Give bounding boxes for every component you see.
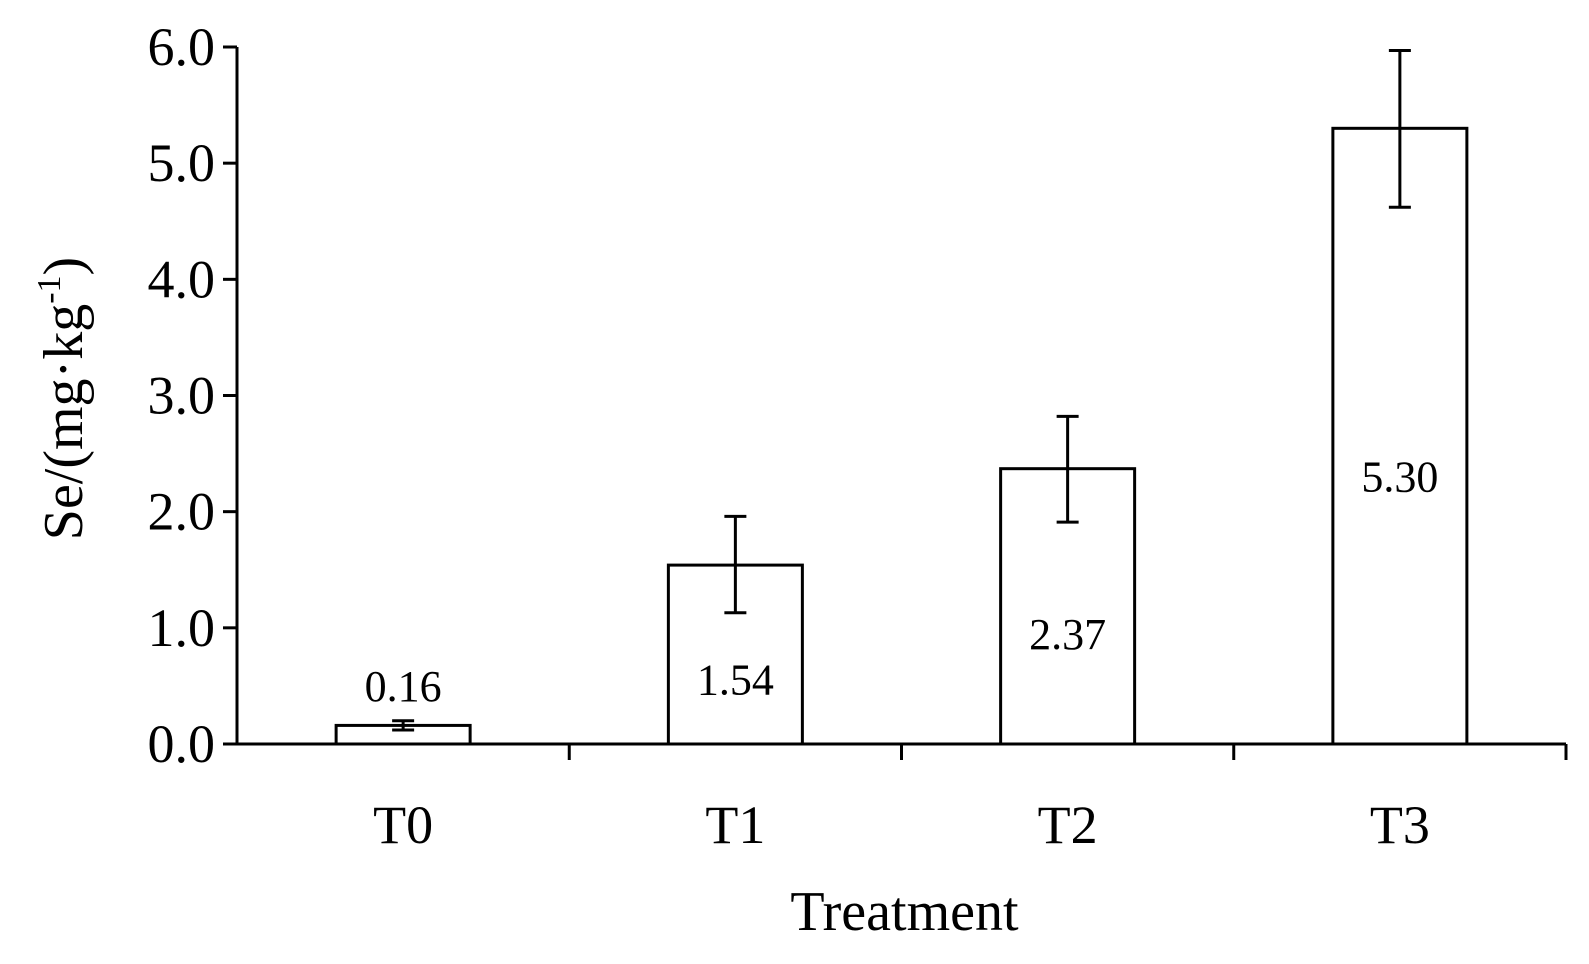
bar bbox=[666, 563, 804, 746]
y-tick-label: 6.0 bbox=[148, 17, 216, 77]
y-tick-label: 3.0 bbox=[148, 366, 216, 426]
error-bars bbox=[392, 48, 1411, 732]
data-label: 5.30 bbox=[1361, 453, 1438, 502]
x-axis-title: Treatment bbox=[790, 881, 1019, 943]
data-label: 0.16 bbox=[365, 662, 442, 711]
y-axis-title-superscript: -1 bbox=[31, 275, 68, 303]
x-tick-label: T2 bbox=[1038, 795, 1098, 855]
y-tick-label: 5.0 bbox=[148, 133, 216, 193]
y-axis-title: Se/(mg·kg-1) bbox=[31, 257, 95, 540]
x-tick-label: T3 bbox=[1370, 795, 1430, 855]
bar bbox=[1331, 126, 1469, 746]
y-tick-label: 4.0 bbox=[148, 249, 216, 309]
y-tick-label: 2.0 bbox=[148, 482, 216, 542]
y-tick-label: 0.0 bbox=[148, 714, 216, 774]
y-ticks: 0.0 1.0 2.0 3.0 4.0 5.0 6.0 bbox=[148, 17, 237, 774]
x-tick-label: T0 bbox=[373, 795, 433, 855]
y-axis-title-prefix: Se/(mg·kg bbox=[33, 304, 95, 540]
y-tick-label: 1.0 bbox=[148, 598, 216, 658]
data-label: 2.37 bbox=[1029, 610, 1106, 659]
x-ticks: T0 T1 T2 T3 bbox=[373, 744, 1568, 855]
bars bbox=[334, 126, 1469, 746]
x-tick-label: T1 bbox=[705, 795, 765, 855]
y-axis-title-suffix: ) bbox=[33, 257, 95, 276]
data-label: 1.54 bbox=[697, 655, 774, 704]
data-labels: 0.16 1.54 2.37 5.30 bbox=[365, 453, 1439, 711]
